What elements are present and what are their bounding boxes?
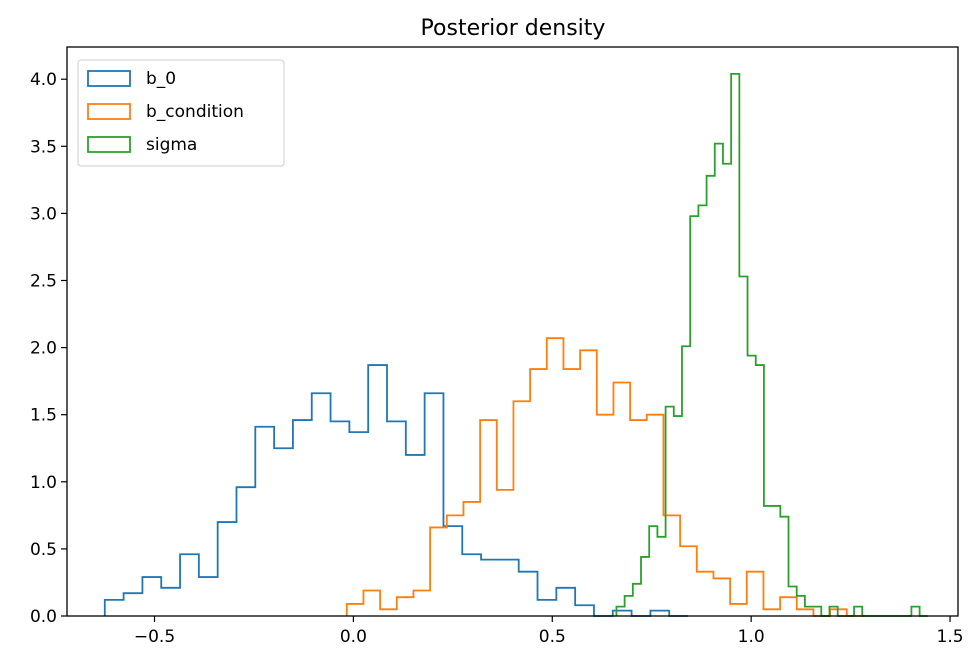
histogram-bin — [854, 607, 862, 616]
histogram-bin — [731, 74, 739, 616]
y-tick-label: 0.0 — [30, 607, 57, 627]
histogram-bin — [363, 591, 380, 616]
x-tick-label: 0.5 — [539, 627, 566, 647]
series-b-0 — [103, 364, 689, 617]
legend-swatch — [87, 136, 131, 153]
histogram-bin — [911, 607, 919, 616]
histogram-bin — [723, 164, 731, 616]
histogram-bin — [199, 577, 218, 616]
axes: −0.5 0.0 0.5 1.0 1.5 0.0 0.5 1.0 1.5 2.0 2.5 3.0 3.5… — [30, 46, 964, 647]
legend-label: b_0 — [146, 69, 176, 89]
histogram-bin — [789, 586, 797, 616]
legend-swatch — [87, 103, 131, 120]
histogram-bin — [331, 421, 350, 616]
histogram-bin — [312, 393, 331, 616]
histogram-bin — [180, 554, 199, 616]
x-tick-label: 1.5 — [937, 627, 964, 647]
histogram-bin — [633, 584, 641, 616]
histogram-bin — [682, 346, 690, 616]
histogram-bin — [813, 607, 821, 616]
histogram-bin — [616, 607, 624, 616]
histogram-bin — [829, 607, 837, 616]
histogram-bin — [739, 276, 747, 616]
histogram-bin — [368, 365, 387, 616]
x-tick-label: −0.5 — [134, 627, 175, 647]
y-tick-label: 2.0 — [30, 339, 57, 359]
histogram-bin — [447, 515, 464, 616]
series-b-condition — [345, 337, 864, 617]
histogram-bin — [380, 609, 397, 616]
histogram-bin — [698, 205, 706, 616]
histogram-bin — [805, 607, 813, 616]
histogram-bin — [349, 432, 368, 616]
histogram-bin — [597, 415, 614, 616]
legend-label: b_condition — [146, 102, 244, 122]
y-tick-label: 4.0 — [30, 70, 57, 90]
histogram-bin — [161, 588, 180, 616]
histogram-bin — [613, 382, 630, 616]
histogram-bin — [124, 593, 143, 616]
histogram-bin — [430, 527, 447, 616]
histogram-bin — [397, 597, 414, 616]
histogram-bin — [218, 522, 237, 616]
y-tick-label: 2.5 — [30, 272, 57, 292]
y-tick-label: 1.0 — [30, 473, 57, 493]
histogram-bin — [347, 604, 364, 616]
histogram-bin — [690, 216, 698, 616]
histogram-bin — [580, 350, 597, 616]
histogram-outline — [615, 72, 928, 617]
histogram-bin — [780, 517, 788, 616]
histogram-bin — [480, 420, 497, 616]
x-tick-label: 1.0 — [738, 627, 765, 647]
histogram-bin — [764, 506, 772, 616]
histogram-outline — [103, 364, 689, 617]
y-tick-label: 1.5 — [30, 406, 57, 426]
histogram-bin — [707, 176, 715, 616]
histogram-bin — [641, 557, 649, 616]
histogram-bin — [772, 506, 780, 616]
histogram-outline — [345, 337, 864, 617]
histogram-bin — [274, 448, 293, 616]
histogram-bin — [547, 338, 564, 616]
histogram-bin — [387, 421, 406, 616]
histogram-bin — [674, 416, 682, 616]
histogram-bin — [715, 144, 723, 616]
histogram-bin — [530, 369, 547, 616]
histogram-bin — [463, 502, 480, 616]
histogram-bin — [748, 356, 756, 616]
histogram-bin — [657, 537, 665, 616]
histogram-bin — [649, 526, 657, 616]
x-tick-label: 0.0 — [340, 627, 367, 647]
histogram-bin — [797, 596, 805, 616]
series-sigma — [615, 72, 928, 617]
histogram-series-layer — [103, 72, 928, 617]
histogram-bin — [563, 369, 580, 616]
histogram-bin — [105, 600, 124, 616]
y-tick-label: 3.5 — [30, 137, 57, 157]
histogram-bin — [625, 596, 633, 616]
histogram-bin — [255, 427, 274, 616]
histogram-bin — [666, 407, 674, 616]
histogram-bin — [513, 401, 530, 616]
y-tick-label: 3.0 — [30, 204, 57, 224]
histogram-bin — [142, 577, 161, 616]
plot-frame — [66, 46, 959, 617]
histogram-bin — [497, 490, 514, 616]
histogram-bin — [293, 420, 312, 616]
histogram-bin — [756, 365, 764, 616]
histogram-bin — [236, 487, 255, 616]
chart-title: Posterior density — [421, 16, 606, 41]
legend-swatch — [87, 70, 131, 87]
legend-label: sigma — [146, 135, 197, 155]
y-tick-label: 0.5 — [30, 540, 57, 560]
histogram-bin — [413, 591, 430, 616]
